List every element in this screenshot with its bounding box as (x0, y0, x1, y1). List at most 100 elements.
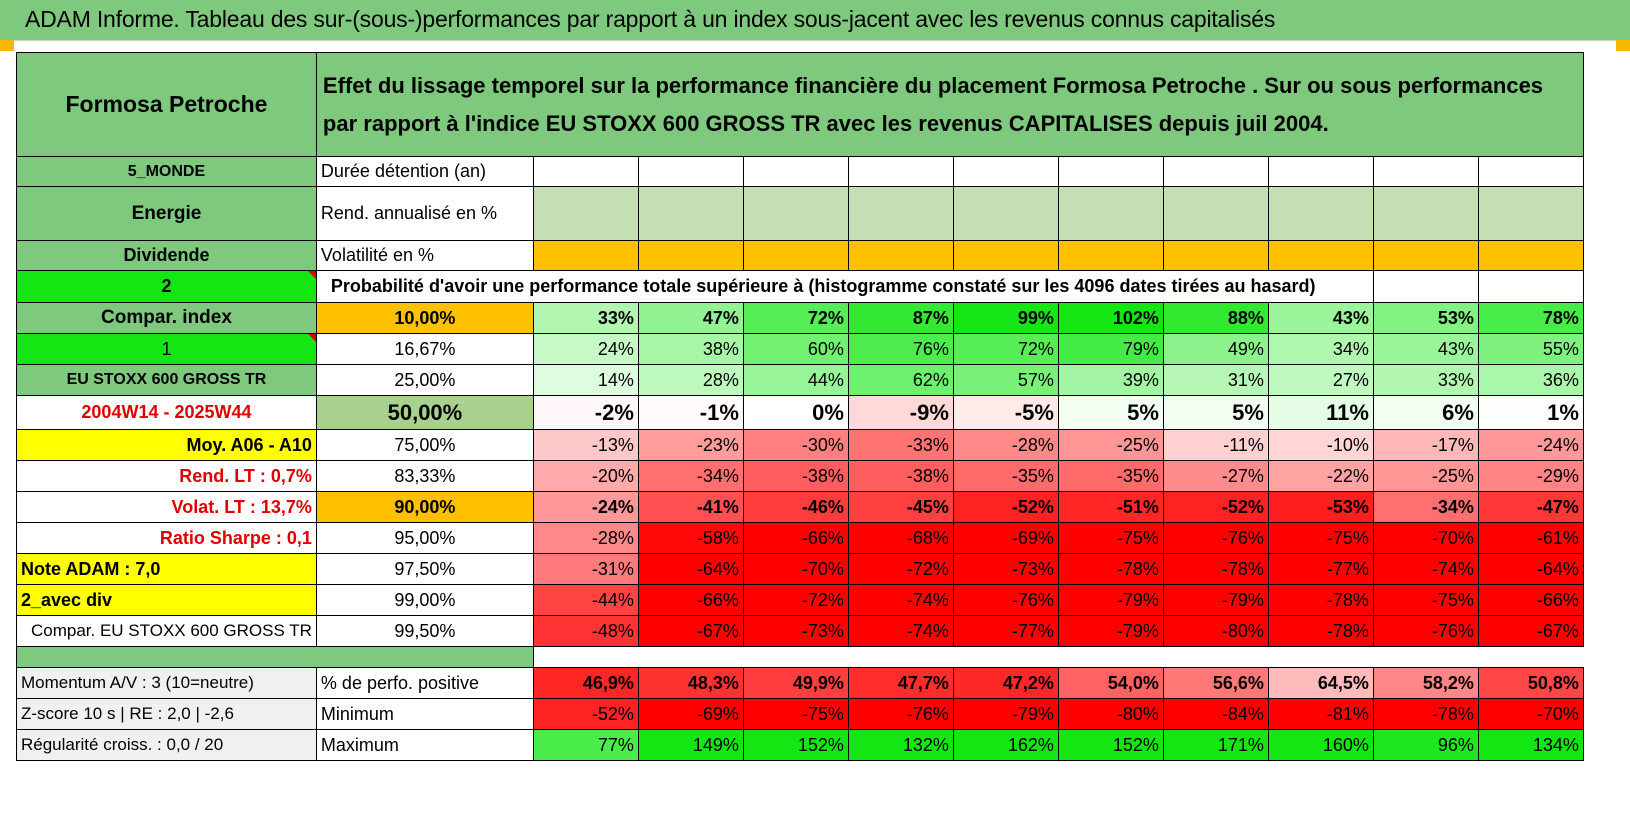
selector-a-cell[interactable]: 2 (16, 270, 317, 303)
return-cell (532, 186, 639, 241)
volatility-cell (1477, 240, 1584, 271)
probability-value-cell: 102% (1057, 302, 1164, 334)
summary-value-cell: -79% (952, 698, 1059, 730)
probability-value-cell: -79% (1057, 584, 1164, 616)
probability-value-cell: -1% (637, 395, 744, 430)
percentile-cell: 50,00% (315, 395, 534, 430)
probability-value-cell: -31% (532, 553, 639, 585)
probability-value-cell: -2% (532, 395, 639, 430)
probability-value-cell: -48% (532, 615, 639, 647)
sharpe-cell: Ratio Sharpe : 0,1 (16, 522, 317, 554)
year-header-cell (1267, 156, 1374, 187)
volatility-cell (952, 240, 1059, 271)
summary-value-cell: 56,6% (1162, 667, 1269, 699)
probability-value-cell: -75% (1267, 522, 1374, 554)
probability-value-cell: -78% (1162, 553, 1269, 585)
summary-value-cell: 49,9% (742, 667, 849, 699)
return-cell (742, 186, 849, 241)
summary-value-cell: 58,2% (1372, 667, 1479, 699)
probability-value-cell: 33% (532, 302, 639, 334)
summary-left-cell: Momentum A/V : 3 (10=neutre) (16, 667, 317, 699)
probability-value-cell: 43% (1267, 302, 1374, 334)
summary-value-cell: 48,3% (637, 667, 744, 699)
probability-value-cell: 72% (952, 333, 1059, 365)
probability-value-cell: 72% (742, 302, 849, 334)
probability-value-cell: -25% (1057, 429, 1164, 461)
probability-value-cell: 39% (1057, 364, 1164, 396)
left-edge-tab (0, 40, 14, 51)
probability-value-cell: -66% (742, 522, 849, 554)
year-header-cell (1162, 156, 1269, 187)
spacer (533, 647, 1583, 668)
summary-value-cell: 160% (1267, 729, 1374, 761)
rend-label: Rend. annualisé en % (315, 186, 534, 241)
summary-value-cell: 54,0% (1057, 667, 1164, 699)
probability-value-cell: -66% (1477, 584, 1584, 616)
year-header-cell (847, 156, 954, 187)
duree-label: Durée détention (an) (315, 156, 534, 187)
probability-value-cell: 27% (1267, 364, 1374, 396)
probability-value-cell: -17% (1372, 429, 1479, 461)
volatility-cell (1057, 240, 1164, 271)
probability-value-cell: -23% (637, 429, 744, 461)
probability-value-cell: 14% (532, 364, 639, 396)
probability-value-cell: 1% (1477, 395, 1584, 430)
note-cell: Note ADAM : 7,0 (16, 553, 317, 585)
probability-value-cell: -25% (1372, 460, 1479, 492)
probability-value-cell: 28% (637, 364, 744, 396)
percentile-cell: 25,00% (315, 364, 534, 396)
probability-value-cell: -10% (1267, 429, 1374, 461)
probability-value-cell: -46% (742, 491, 849, 523)
volatility-cell (637, 240, 744, 271)
percentile-cell: 99,00% (315, 584, 534, 616)
return-cell (847, 186, 954, 241)
probability-value-cell: -5% (952, 395, 1059, 430)
probability-value-cell: -33% (847, 429, 954, 461)
probability-value-cell: 24% (532, 333, 639, 365)
return-cell (952, 186, 1059, 241)
year-header-cell (637, 156, 744, 187)
probability-value-cell: -69% (952, 522, 1059, 554)
company-name-cell: Formosa Petroche (16, 52, 317, 157)
compar-full-cell: Compar. EU STOXX 600 GROSS TR (16, 615, 317, 647)
probability-value-cell: 33% (1372, 364, 1479, 396)
probability-value-cell: 36% (1477, 364, 1584, 396)
summary-label-cell: % de perfo. positive (315, 667, 534, 699)
volatility-cell (1162, 240, 1269, 271)
probability-value-cell: 78% (1477, 302, 1584, 334)
probability-value-cell: -64% (1477, 553, 1584, 585)
probability-value-cell: -70% (742, 553, 849, 585)
probability-value-cell: -38% (742, 460, 849, 492)
probability-value-cell: 43% (1372, 333, 1479, 365)
probability-value-cell: 5% (1057, 395, 1164, 430)
probability-value-cell: -58% (637, 522, 744, 554)
summary-value-cell: -80% (1057, 698, 1164, 730)
return-cell (1477, 186, 1584, 241)
summary-label-cell: Minimum (315, 698, 534, 730)
summary-value-cell: -75% (742, 698, 849, 730)
probability-value-cell: -52% (952, 491, 1059, 523)
region-cell: 5_MONDE (16, 156, 317, 187)
probability-value-cell: -30% (742, 429, 849, 461)
year-header-cell (1372, 156, 1479, 187)
probability-value-cell: -73% (952, 553, 1059, 585)
volatility-cell (847, 240, 954, 271)
summary-value-cell: -81% (1267, 698, 1374, 730)
percentile-cell: 97,50% (315, 553, 534, 585)
summary-value-cell: -52% (532, 698, 639, 730)
probability-value-cell: -70% (1372, 522, 1479, 554)
probability-value-cell: 55% (1477, 333, 1584, 365)
probability-value-cell: 79% (1057, 333, 1164, 365)
probability-caption: Probabilité d'avoir une performance tota… (330, 276, 1316, 296)
probability-value-cell: -79% (1162, 584, 1269, 616)
summary-value-cell: 64,5% (1267, 667, 1374, 699)
summary-value-cell: 96% (1372, 729, 1479, 761)
probability-value-cell: 76% (847, 333, 954, 365)
summary-value-cell: 152% (742, 729, 849, 761)
probability-value-cell: -27% (1162, 460, 1269, 492)
probability-value-cell: -74% (847, 584, 954, 616)
selector-b-cell[interactable]: 1 (16, 333, 317, 365)
probability-value-cell: -24% (1477, 429, 1584, 461)
strategy-cell: Dividende (16, 240, 317, 271)
probability-value-cell: 31% (1162, 364, 1269, 396)
